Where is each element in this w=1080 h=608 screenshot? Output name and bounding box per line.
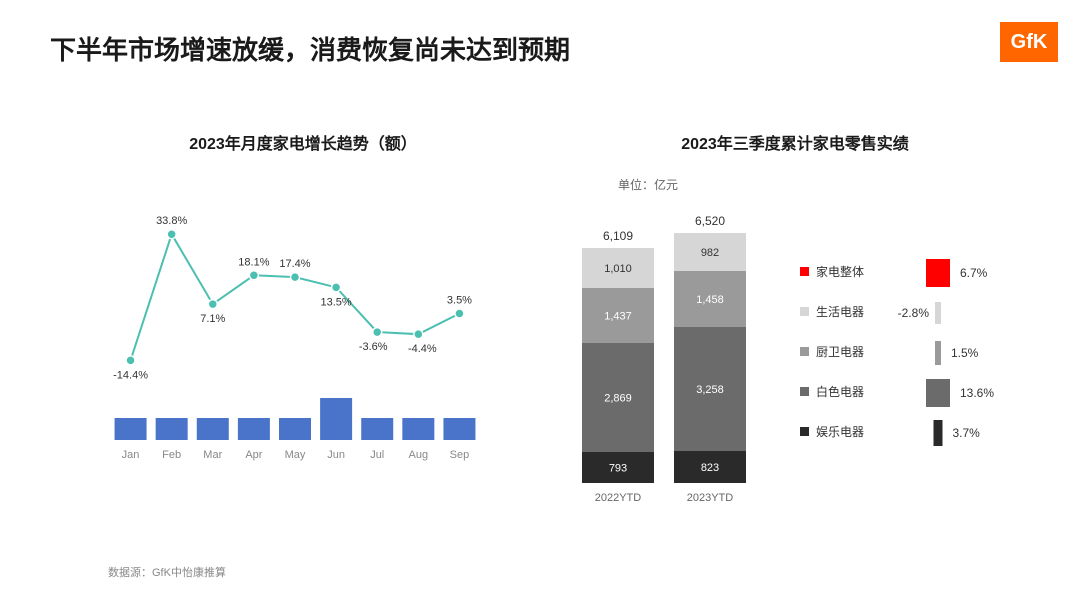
legend-swatch (800, 307, 809, 316)
month-label: Jun (327, 449, 345, 461)
pct-label: 3.7% (953, 426, 981, 440)
segment-value: 1,458 (696, 294, 724, 306)
legend-label: 生活电器 (816, 305, 864, 319)
marker (208, 300, 217, 309)
marker (332, 283, 341, 292)
pct-label: -2.8% (898, 306, 930, 320)
month-label: May (285, 449, 306, 461)
bar (197, 418, 229, 440)
gfk-logo: GfK (1000, 22, 1058, 62)
segment-value: 2,869 (604, 393, 632, 405)
segment-value: 1,437 (604, 311, 632, 323)
marker (291, 273, 300, 282)
bar (320, 398, 352, 440)
value-label: 3.5% (447, 295, 472, 307)
year-label: 2023YTD (687, 492, 734, 504)
pct-label: 1.5% (951, 346, 979, 360)
value-label: -4.4% (408, 343, 437, 355)
page-title: 下半年市场增速放缓，消费恢复尚未达到预期 (50, 30, 570, 67)
month-label: Jan (122, 449, 140, 461)
left-chart: Jan Feb Mar Apr May Jun Jul Aug Sep -14.4% 33.8% 7.… (80, 200, 500, 480)
legend-label: 白色电器 (816, 384, 864, 399)
bar (443, 418, 475, 440)
marker (126, 356, 135, 365)
source-text: 数据源：GfK中怡康推算 (108, 564, 226, 580)
legend-label: 娱乐电器 (816, 425, 864, 439)
legend-label: 厨卫电器 (816, 345, 864, 359)
bar (238, 418, 270, 440)
bar (156, 418, 188, 440)
value-label: 13.5% (321, 296, 352, 308)
right-chart-title: 2023年三季度累计家电零售实绩 (555, 130, 1035, 154)
legend-swatch (800, 387, 809, 396)
stack-total: 6,520 (695, 214, 725, 228)
trend-line (131, 234, 460, 360)
segment-value: 823 (701, 462, 719, 474)
segment-value: 3,258 (696, 384, 724, 396)
segment-value: 793 (609, 463, 627, 475)
unit-label: 单位：亿元 (618, 176, 1060, 193)
month-label: Feb (162, 449, 181, 461)
value-label: 33.8% (156, 215, 187, 227)
segment-value: 982 (701, 247, 719, 259)
segment-value: 1,010 (604, 263, 632, 275)
pct-bar (926, 259, 950, 287)
marker (414, 330, 423, 339)
value-label: -14.4% (113, 369, 148, 381)
value-label: 18.1% (238, 256, 269, 268)
month-label: Jul (370, 449, 384, 461)
pct-label: 6.7% (960, 266, 988, 280)
marker (249, 271, 258, 280)
value-label: -3.6% (359, 341, 388, 353)
value-label: 17.4% (279, 258, 310, 270)
legend-swatch (800, 267, 809, 276)
bar (115, 418, 147, 440)
legend-swatch (800, 347, 809, 356)
bar (361, 418, 393, 440)
bar (402, 418, 434, 440)
marker (167, 230, 176, 239)
pct-bar (934, 420, 943, 446)
pct-label: 13.6% (960, 386, 994, 400)
month-label: Mar (203, 449, 222, 461)
stack-total: 6,109 (603, 229, 633, 243)
pct-bar (935, 341, 941, 365)
legend-label: 家电整体 (816, 264, 864, 279)
pct-bar (926, 379, 950, 407)
year-label: 2022YTD (595, 492, 642, 504)
pct-bar (935, 302, 941, 324)
right-chart: 单位：亿元 793 2,869 1,437 1,010 6,109 2022YTD 823 3… (560, 170, 1060, 510)
month-label: Sep (450, 449, 470, 461)
month-label: Aug (409, 449, 429, 461)
value-label: 7.1% (200, 313, 225, 325)
bar (279, 418, 311, 440)
marker (455, 309, 464, 318)
month-label: Apr (245, 449, 262, 461)
marker (373, 328, 382, 337)
legend-swatch (800, 427, 809, 436)
left-chart-title: 2023年月度家电增长趋势（额） (108, 130, 498, 154)
